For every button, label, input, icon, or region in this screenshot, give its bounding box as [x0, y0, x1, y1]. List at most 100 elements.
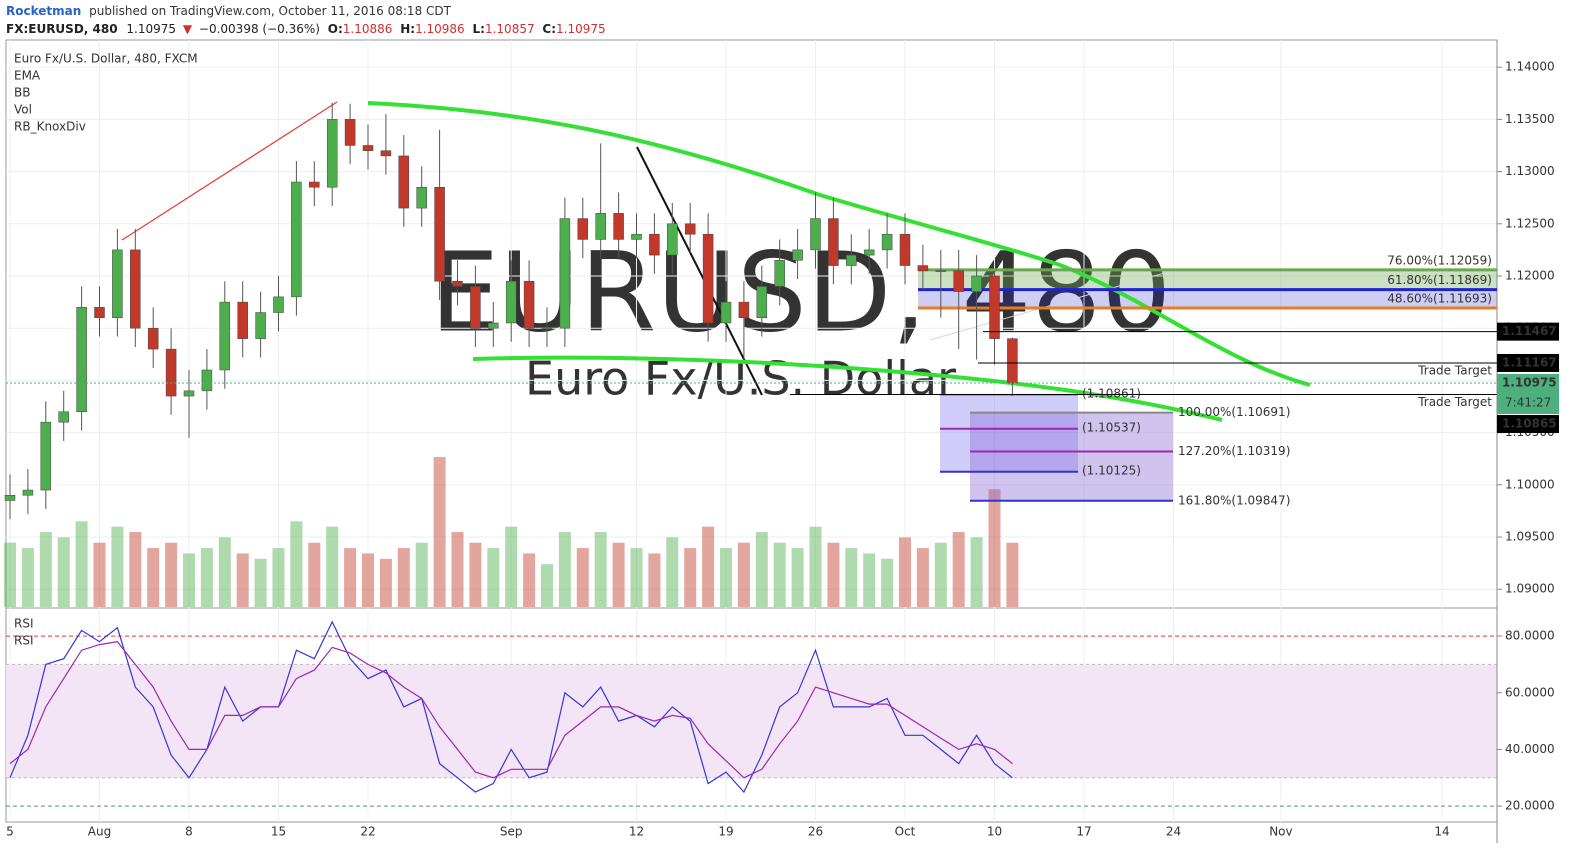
- y-tick-label: 1.09500: [1505, 530, 1555, 544]
- volume-bar: [1006, 542, 1019, 607]
- annotation: Trade Target: [1417, 363, 1492, 377]
- x-tick-label: 8: [185, 825, 193, 839]
- candle-body: [917, 265, 929, 272]
- price-label-box: [1497, 415, 1559, 434]
- low-label: L:: [473, 22, 485, 36]
- rsi-line: [9, 620, 1013, 794]
- x-tick-label: 15: [271, 825, 286, 839]
- candle-body: [112, 249, 123, 319]
- low: 1.10857: [485, 22, 535, 36]
- x-tick-label: 10: [987, 825, 1002, 839]
- channel-line: [929, 269, 1176, 341]
- symbol: FX:EURUSD, 480: [6, 22, 118, 36]
- candle-body: [684, 223, 696, 235]
- candle-body: [344, 119, 356, 146]
- volume-bar: [326, 526, 339, 607]
- arc-upper: [367, 101, 1311, 387]
- price-label: 1.11167: [1502, 355, 1557, 369]
- volume-bar: [594, 532, 607, 607]
- last-price: 1.10975: [126, 22, 176, 36]
- rsi-tick-label: 20.0000: [1505, 799, 1555, 813]
- volume-bar: [899, 537, 911, 607]
- candle-body: [165, 348, 177, 397]
- volume-bar: [433, 457, 446, 607]
- volume-bar: [487, 548, 500, 607]
- price-label: 1.10865: [1502, 417, 1557, 431]
- volume-bar: [863, 553, 876, 607]
- volume-bar: [881, 558, 894, 607]
- volume-bar: [791, 548, 804, 607]
- candle-body: [22, 489, 34, 496]
- candle-body: [631, 233, 642, 240]
- candle-body: [398, 155, 410, 209]
- candle-body: [756, 286, 768, 319]
- fib-label: 61.80%(1.11869): [1387, 273, 1492, 287]
- rsi-legend: RSI: [14, 617, 34, 631]
- volume-bar: [505, 526, 518, 607]
- volume-bar: [755, 532, 768, 607]
- volume-bar: [541, 564, 553, 607]
- volume-bar: [988, 489, 1001, 607]
- fib-label: 48.60%(1.11693): [1387, 292, 1492, 306]
- candle-body: [989, 275, 1000, 339]
- volume-bar: [684, 548, 697, 607]
- rsi-tick-label: 60.0000: [1505, 685, 1555, 699]
- fib-ext-label: 161.80%(1.09847): [1178, 493, 1290, 507]
- volume-bar: [415, 542, 428, 607]
- candle-body: [702, 233, 714, 324]
- x-tick-label: Oct: [895, 825, 916, 839]
- volume-bar: [236, 553, 249, 607]
- candle-body: [273, 296, 284, 313]
- fib-ext-label: 127.20%(1.10319): [1178, 444, 1290, 458]
- trend-line: [636, 146, 763, 396]
- candle-body: [201, 369, 213, 392]
- volume-bar: [469, 542, 482, 607]
- volume-bar: [200, 548, 213, 607]
- x-tick-label: 5: [6, 825, 14, 839]
- candle-body: [416, 186, 427, 209]
- candle-body: [470, 286, 481, 329]
- candle-body: [899, 233, 911, 266]
- candle-body: [219, 301, 231, 371]
- candle-body: [881, 233, 893, 251]
- candle-body: [810, 218, 821, 251]
- candle-body: [792, 249, 803, 261]
- arc-lower: [472, 355, 1223, 422]
- volume-bar: [75, 521, 88, 607]
- volume-bar: [970, 537, 983, 607]
- volume-bar: [934, 542, 947, 607]
- volume-bar: [21, 548, 34, 607]
- x-tick-label: 19: [718, 825, 733, 839]
- volume-bar: [737, 542, 750, 607]
- fib-box-label: (1.10125): [1082, 463, 1141, 477]
- author: Rocketman: [6, 4, 81, 18]
- candle-body: [291, 181, 302, 298]
- candle-body: [147, 327, 159, 350]
- plot-layer: [4, 40, 1497, 822]
- volume-bar: [612, 542, 625, 607]
- symbol-line: FX:EURUSD, 480 1.10975 ▼ −0.00398 (−0.36…: [6, 22, 606, 36]
- volume-bar: [308, 542, 321, 607]
- price-label: 1.10975: [1502, 376, 1557, 390]
- volume-bar: [57, 537, 70, 607]
- y-tick-label: 1.12000: [1505, 268, 1555, 282]
- candle-body: [613, 213, 624, 240]
- candle-body: [130, 249, 141, 329]
- candle-body: [523, 280, 535, 329]
- divergence-line: [121, 101, 338, 241]
- fib-box-label: (1.10537): [1082, 420, 1141, 434]
- candle-body: [595, 213, 606, 240]
- indicator-name: EMA: [14, 69, 41, 83]
- close: 1.10975: [556, 22, 606, 36]
- fib-ext-zone: [970, 412, 1173, 501]
- volume-bar: [916, 548, 929, 607]
- rsi-legend: RSI: [14, 634, 34, 648]
- fib-label: 76.00%(1.12059): [1387, 253, 1492, 267]
- candle-body: [1007, 338, 1018, 384]
- candle-body: [774, 260, 785, 287]
- candle-body: [94, 307, 105, 319]
- y-tick-label: 1.13000: [1505, 164, 1555, 178]
- volume-bar: [344, 548, 357, 607]
- candle-body: [935, 270, 947, 273]
- candle-body: [828, 218, 839, 266]
